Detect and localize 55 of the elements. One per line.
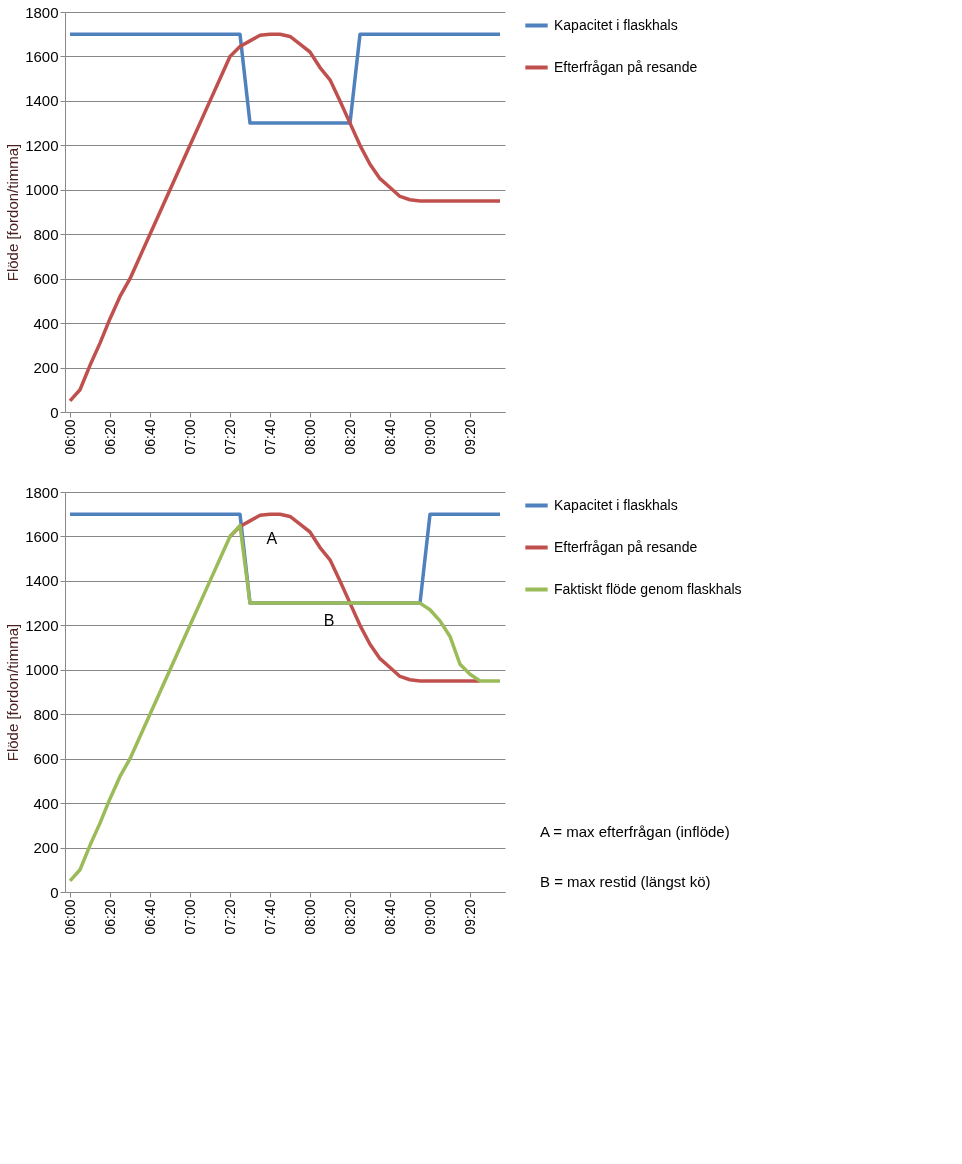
y-tick-label: 1600	[25, 47, 59, 65]
x-tick-label: 09:00	[421, 899, 438, 935]
y-tick-label: 400	[33, 794, 59, 812]
x-tick-label: 08:00	[301, 899, 318, 935]
y-tick-label: 400	[33, 314, 59, 332]
y-tick-label: 1000	[25, 181, 59, 199]
x-tick-label: 08:20	[341, 899, 358, 935]
x-tick-label: 08:00	[301, 419, 318, 455]
y-tick-label: 1800	[25, 3, 59, 21]
x-tick-label: 06:00	[61, 419, 78, 455]
x-tick-label: 09:20	[461, 899, 478, 935]
y-tick-label: 600	[33, 270, 59, 288]
x-tick-label: 06:40	[141, 899, 158, 935]
y-tick-label: 1400	[25, 572, 59, 590]
text: B = max restid (längst kö)	[540, 873, 711, 890]
y-tick-label: 1000	[25, 661, 59, 679]
x-tick-label: 09:20	[461, 419, 478, 455]
legend-label: Efterfrågan på resande	[554, 58, 698, 75]
x-tick-label: 08:40	[381, 899, 398, 935]
x-tick-label: 07:20	[221, 419, 238, 455]
x-tick-label: 07:40	[261, 899, 278, 935]
y-tick-label: 200	[33, 839, 59, 857]
y-axis-title: Flöde [fordon/timma]	[4, 623, 22, 762]
x-tick-label: 07:20	[221, 899, 238, 935]
legend-label: Faktiskt flöde genom flaskhals	[554, 580, 742, 597]
x-tick-label: 06:00	[61, 899, 78, 935]
line-series	[68, 523, 502, 883]
x-tick-label: 08:40	[381, 419, 398, 455]
x-tick-label: 07:00	[181, 899, 198, 935]
annotation: B	[323, 611, 335, 629]
y-tick-label: 1800	[25, 483, 59, 501]
y-tick-label: 600	[33, 750, 59, 768]
x-tick-label: 07:00	[181, 419, 198, 455]
x-tick-label: 06:20	[101, 419, 118, 455]
x-tick-label: 09:00	[421, 419, 438, 455]
y-tick-label: 0	[50, 883, 59, 901]
y-tick-label: 1600	[25, 527, 59, 545]
x-tick-label: 06:40	[141, 419, 158, 455]
text: A = max efterfrågan (inflöde)	[540, 823, 730, 840]
y-tick-label: 800	[33, 225, 59, 243]
x-tick-label: 06:20	[101, 899, 118, 935]
annotation: A	[266, 529, 278, 547]
y-tick-label: 1200	[25, 136, 59, 154]
y-tick-label: 1400	[25, 92, 59, 110]
x-tick-label: 07:40	[261, 419, 278, 455]
legend-label: Kapacitet i flaskhals	[554, 16, 678, 33]
y-tick-label: 200	[33, 359, 59, 377]
y-tick-label: 800	[33, 705, 59, 723]
legend-label: Kapacitet i flaskhals	[554, 496, 678, 513]
line-series	[68, 32, 502, 403]
y-tick-label: 0	[50, 403, 59, 421]
x-tick-label: 08:20	[341, 419, 358, 455]
legend-label: Efterfrågan på resande	[554, 538, 698, 555]
y-axis-title: Flöde [fordon/timma]	[4, 143, 22, 282]
y-tick-label: 1200	[25, 616, 59, 634]
